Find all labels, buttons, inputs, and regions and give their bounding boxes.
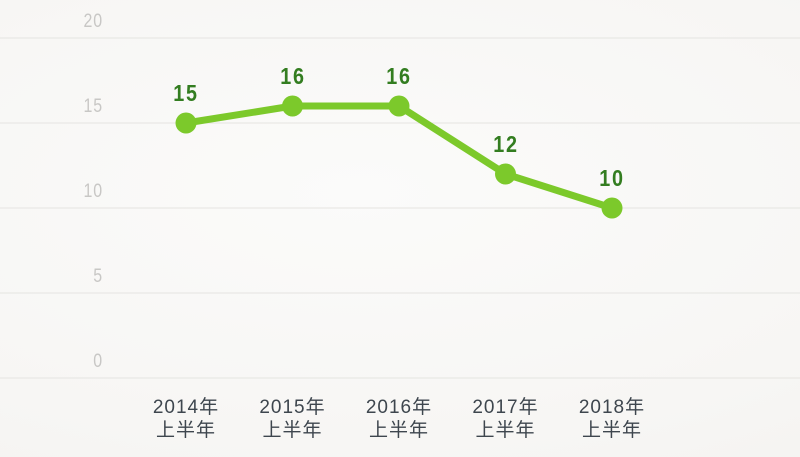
data-point-marker <box>495 163 516 185</box>
data-point-marker <box>175 112 197 134</box>
data-point-marker <box>282 95 303 117</box>
data-point-marker <box>388 95 410 117</box>
series-line <box>182 102 616 212</box>
data-point-marker <box>601 197 623 219</box>
